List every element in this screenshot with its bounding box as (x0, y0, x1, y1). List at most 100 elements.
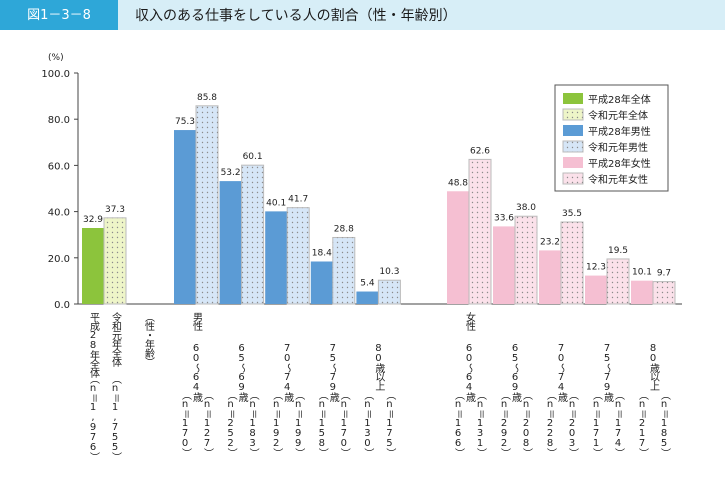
legend-label: 平成28年女性 (588, 157, 651, 170)
value-label: 38.0 (516, 203, 536, 213)
value-label: 62.6 (470, 146, 490, 156)
x-label-n: （n＝228） (545, 390, 557, 457)
bar (631, 280, 653, 304)
legend-swatch (563, 125, 583, 136)
sex-label: 女性 (464, 311, 476, 332)
bar (493, 226, 515, 304)
value-label: 40.1 (266, 198, 286, 208)
x-tick-label: 60～64歳 (464, 343, 476, 402)
legend-label: 平成28年全体 (588, 93, 651, 106)
x-tick-label: 80歳以上 (648, 343, 660, 391)
legend-swatch-pattern (563, 173, 583, 184)
value-label: 53.2 (221, 168, 241, 178)
bar (539, 250, 561, 304)
bar (219, 181, 242, 304)
value-label: 37.3 (105, 205, 125, 215)
sex-label: 男性 (191, 312, 203, 332)
x-label-n: （n＝170） (338, 390, 350, 457)
x-label-n: （n＝171） (591, 390, 603, 457)
bar-pattern (241, 165, 264, 304)
y-tick-label: 0.0 (54, 300, 70, 311)
legend-label: 平成28年男性 (588, 125, 651, 138)
bar (82, 228, 104, 304)
value-label: 9.7 (657, 269, 671, 279)
x-label-n: （n＝175） (384, 390, 396, 457)
x-tick-label: 80歳以上 (373, 343, 385, 391)
value-label: 19.5 (608, 246, 628, 256)
bar (585, 275, 607, 304)
x-label-n: （n＝131） (475, 390, 487, 457)
legend-swatch-pattern (563, 141, 583, 152)
x-label-series: 令和元年全体 (110, 311, 122, 368)
y-tick-label: 40.0 (48, 208, 70, 219)
x-tick-label: 70～74歳 (556, 343, 568, 402)
value-label: 12.3 (586, 263, 606, 273)
x-label-n: （n＝127） (202, 390, 214, 457)
y-tick-label: 60.0 (48, 161, 70, 172)
header-label-box (0, 0, 118, 30)
x-label-n: （n＝170） (180, 390, 192, 457)
value-label: 28.8 (334, 224, 354, 234)
x-label-n: （n＝208） (521, 390, 533, 457)
bar-pattern (287, 207, 310, 304)
bar (265, 211, 288, 304)
legend-label: 令和元年全体 (588, 109, 648, 122)
bar-pattern (561, 221, 583, 304)
x-tick-label: 75～79歳 (602, 343, 614, 402)
bar (174, 130, 196, 304)
value-label: 60.1 (243, 152, 263, 162)
legend-swatch-pattern (563, 109, 583, 120)
chart-title: 収入のある仕事をしている人の割合（性・年齢別） (135, 7, 457, 24)
value-label: 23.2 (540, 237, 560, 247)
x-label-n: （n＝174） (613, 390, 625, 457)
value-label: 85.8 (197, 93, 217, 103)
x-tick-label: 65～69歳 (510, 343, 522, 402)
x-label-n: （n＝166） (453, 390, 465, 457)
value-label: 75.3 (175, 117, 195, 127)
figure-number: 図1－3－8 (27, 8, 91, 23)
bar-pattern (607, 258, 629, 304)
value-label: 10.1 (632, 268, 652, 278)
value-label: 48.8 (448, 178, 468, 188)
x-label-series: 平成28年全体 (88, 312, 100, 379)
value-label: 32.9 (83, 215, 103, 225)
bar-pattern (378, 280, 401, 304)
x-tick-label: 60～64歳 (191, 343, 203, 402)
x-label-n: （n＝183） (247, 390, 259, 457)
x-label-n: （n＝185） (659, 390, 671, 457)
bar (356, 291, 379, 304)
value-label: 18.4 (312, 248, 332, 258)
x-label-n: （n＝292） (499, 390, 511, 457)
legend-label: 令和元年女性 (588, 173, 648, 186)
section-label: （性・年齢） (143, 312, 155, 366)
bar-pattern (332, 237, 355, 304)
x-label-n: （n＝217） (637, 390, 649, 457)
value-label: 10.3 (379, 267, 399, 277)
x-label-n: （n＝1,755） (110, 374, 122, 461)
value-label: 33.6 (494, 213, 514, 223)
y-tick-label: 80.0 (48, 115, 70, 126)
x-label-n: （n＝199） (293, 390, 305, 457)
value-label: 35.5 (562, 209, 582, 219)
value-label: 5.4 (360, 279, 375, 289)
x-label-n: （n＝1,976） (88, 374, 100, 461)
legend-swatch (563, 93, 583, 104)
bar (447, 191, 469, 304)
x-label-n: （n＝130） (362, 390, 374, 457)
bar-pattern (469, 159, 491, 304)
y-tick-label: 100.0 (41, 69, 70, 80)
x-label-n: （n＝203） (567, 390, 579, 457)
legend-swatch (563, 157, 583, 168)
bar-pattern (196, 105, 218, 304)
x-label-n: （n＝158） (316, 390, 328, 457)
legend-label: 令和元年男性 (588, 141, 648, 154)
bar-pattern (653, 281, 675, 304)
x-tick-label: 65～69歳 (236, 343, 248, 402)
bar-pattern (104, 217, 126, 304)
x-label-n: （n＝252） (225, 390, 237, 457)
bar (310, 261, 333, 304)
bar-pattern (515, 216, 537, 304)
header-band (0, 0, 725, 30)
x-tick-label: 70～74歳 (282, 343, 294, 402)
